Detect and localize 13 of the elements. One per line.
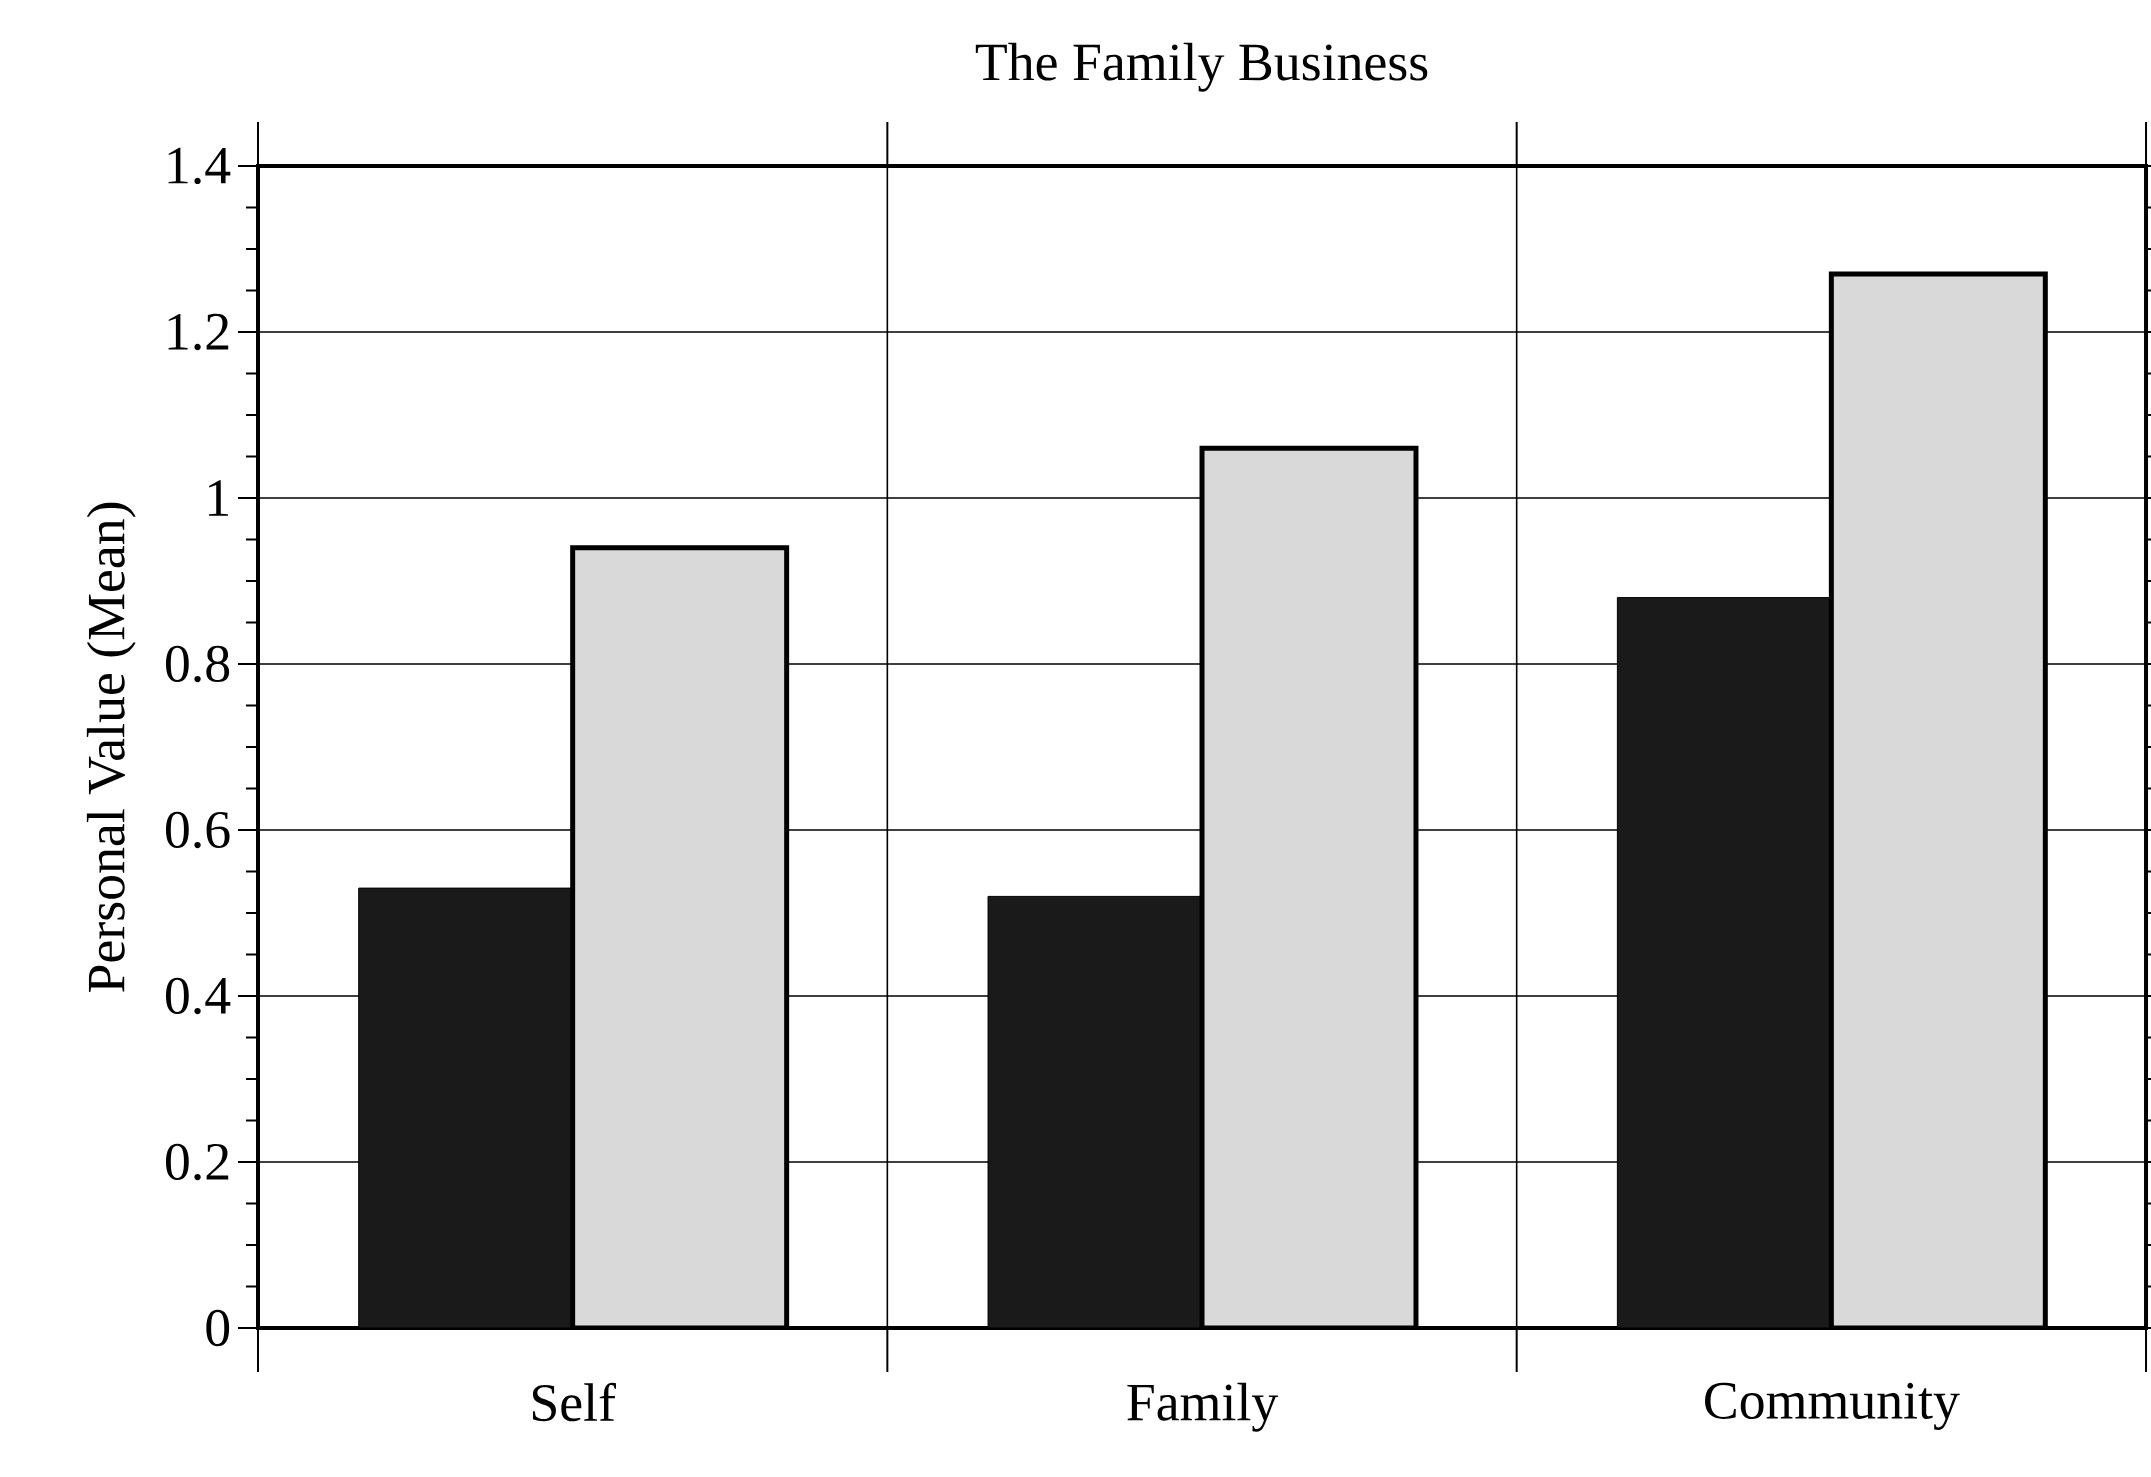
x-tick-label: Family bbox=[1127, 1382, 1279, 1432]
y-tick-label: 0.2 bbox=[165, 1143, 229, 1181]
y-tick-label: 0 bbox=[206, 1309, 230, 1347]
chart-title: The Family Business bbox=[975, 42, 1428, 92]
y-tick-label: 0.4 bbox=[165, 977, 231, 1015]
y-tick-label: 1.4 bbox=[168, 147, 231, 185]
x-tick-label: Self bbox=[532, 1382, 616, 1422]
y-tick-label: 0.6 bbox=[165, 811, 230, 849]
y-tick-label: 0.8 bbox=[165, 645, 230, 683]
y-tick-label: 1.2 bbox=[168, 313, 229, 351]
y-axis-title: Personal Value (Mean) bbox=[86, 502, 136, 992]
x-tick-label: Community bbox=[1705, 1382, 1960, 1431]
y-tick-label: 1 bbox=[208, 480, 228, 516]
